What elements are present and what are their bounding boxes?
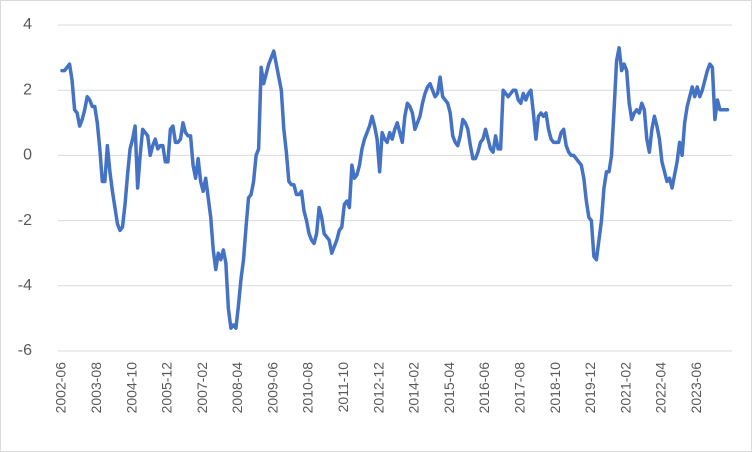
x-tick-label: 2021-02 [617,362,633,414]
x-tick-label: 2012-12 [370,362,386,414]
y-tick-label: -6 [18,342,32,359]
x-tick-label: 2007-02 [194,362,210,414]
y-tick-label: -2 [18,212,32,229]
y-tick-label: 4 [23,16,32,33]
y-tick-label: -4 [18,277,32,294]
x-tick-label: 2018-10 [547,362,563,414]
x-tick-label: 2005-12 [159,362,175,414]
x-tick-label: 2008-04 [229,362,245,414]
x-tick-label: 2003-08 [88,362,104,414]
x-tick-label: 2015-04 [441,362,457,414]
x-tick-label: 2016-06 [476,362,492,414]
x-tick-label: 2010-08 [300,362,316,414]
x-tick-label: 2004-10 [123,362,139,414]
x-tick-label: 2019-12 [582,362,598,414]
y-tick-label: 2 [23,81,32,98]
x-tick-label: 2014-02 [406,362,422,414]
x-tick-label: 2002-06 [53,362,69,414]
y-tick-label: 0 [23,147,32,164]
x-tick-label: 2011-10 [335,362,351,413]
x-tick-label: 2017-08 [511,362,527,414]
x-tick-label: 2023-06 [688,362,704,414]
x-tick-label: 2022-04 [653,362,669,414]
data-line [60,46,730,330]
x-tick-label: 2009-06 [264,362,280,414]
